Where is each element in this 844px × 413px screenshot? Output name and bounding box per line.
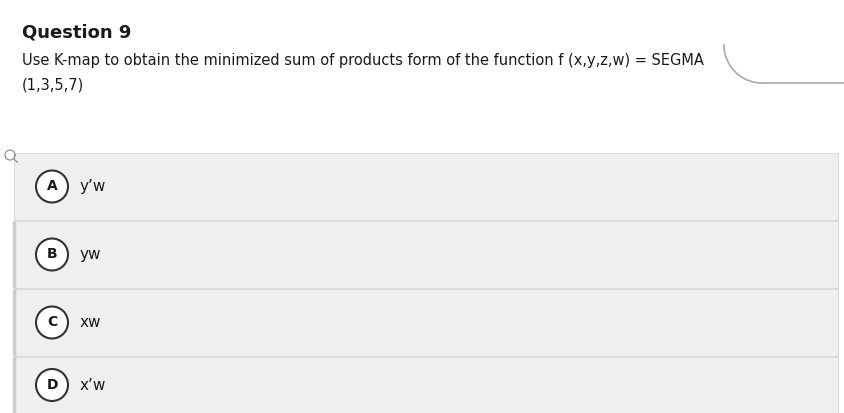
Text: yw: yw <box>80 247 101 262</box>
Text: x’w: x’w <box>80 377 106 392</box>
Text: D: D <box>46 378 57 392</box>
Circle shape <box>36 369 68 401</box>
FancyBboxPatch shape <box>14 357 838 413</box>
FancyBboxPatch shape <box>14 221 838 288</box>
FancyBboxPatch shape <box>14 289 838 356</box>
Text: xw: xw <box>80 315 101 330</box>
Text: A: A <box>46 180 57 194</box>
Circle shape <box>36 171 68 202</box>
Text: C: C <box>47 316 57 330</box>
Circle shape <box>36 306 68 339</box>
FancyBboxPatch shape <box>14 153 838 220</box>
Circle shape <box>36 238 68 271</box>
Text: y’w: y’w <box>80 179 106 194</box>
Text: Question 9: Question 9 <box>22 23 132 41</box>
Text: (1,3,5,7): (1,3,5,7) <box>22 78 84 93</box>
Text: Use K-map to obtain the minimized sum of products form of the function f (x,y,z,: Use K-map to obtain the minimized sum of… <box>22 53 704 68</box>
Text: B: B <box>46 247 57 261</box>
